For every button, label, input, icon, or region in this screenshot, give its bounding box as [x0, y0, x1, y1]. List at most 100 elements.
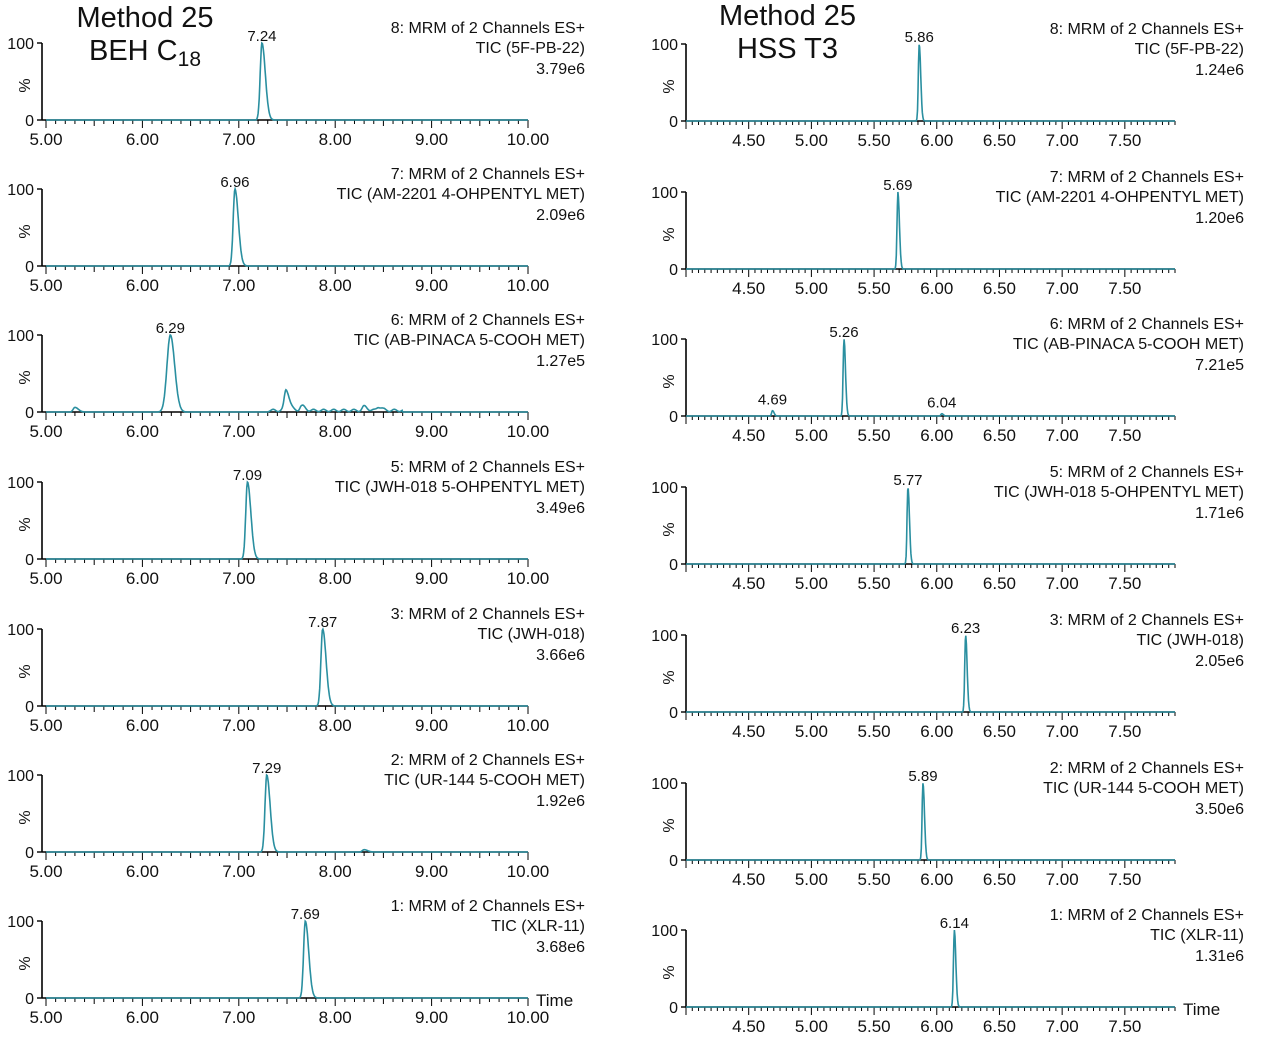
- chromatogram-panel: 100 0% 5.00 6.00 7.00 8.00 9.00 10.00 5: MRM of …: [7, 459, 585, 588]
- peak-retention-label: 6.29: [156, 320, 185, 337]
- y-tick-label: 100: [651, 628, 678, 645]
- chromatogram-panel: 100 0% 4.50 5.00 5.50 6.00 6.50 7.00 7.50 3: MRM …: [651, 612, 1244, 741]
- intensity-label: 3.66e6: [536, 647, 585, 664]
- intensity-label: 1.27e5: [536, 353, 585, 370]
- peak-retention-label: 6.23: [951, 620, 980, 637]
- compound-label: TIC (AM-2201 4-OHPENTYL MET): [996, 189, 1244, 206]
- x-tick-label: 9.00: [415, 130, 448, 149]
- x-tick-label: 10.00: [507, 716, 550, 735]
- x-tick-label: 8.00: [319, 276, 352, 295]
- peak-retention-label: 6.96: [220, 174, 249, 191]
- x-tick-label: 5.00: [795, 1017, 828, 1036]
- y-tick-label: 0: [669, 705, 678, 722]
- x-tick-label: 7.00: [222, 862, 255, 881]
- x-tick-label: 7.00: [222, 130, 255, 149]
- x-tick-label: 7.00: [1046, 131, 1079, 150]
- y-tick-label: 0: [669, 262, 678, 279]
- y-axis-label: %: [17, 664, 34, 678]
- compound-label: TIC (UR-144 5-COOH MET): [384, 772, 585, 789]
- left-title-line1: Method 25: [76, 2, 214, 34]
- x-tick-label: 4.50: [732, 574, 765, 593]
- chromatogram-panel: 100 0% 5.00 6.00 7.00 8.00 9.00 10.00 3: MRM of …: [7, 606, 585, 735]
- x-tick-label: 8.00: [319, 716, 352, 735]
- compound-label: TIC (JWH-018 5-OHPENTYL MET): [994, 484, 1244, 501]
- y-tick-label: 100: [651, 776, 678, 793]
- compound-label: TIC (AM-2201 4-OHPENTYL MET): [337, 186, 585, 203]
- y-axis-label: %: [661, 374, 678, 388]
- x-tick-label: 4.50: [732, 870, 765, 889]
- y-tick-label: 100: [7, 768, 34, 785]
- peak-retention-label: 5.26: [829, 324, 858, 341]
- y-axis-label: %: [17, 956, 34, 970]
- chromatogram-trace: [46, 627, 528, 707]
- x-tick-label: 6.00: [126, 862, 159, 881]
- x-tick-label: 5.00: [29, 1008, 62, 1027]
- x-tick-label: 7.00: [222, 276, 255, 295]
- channel-label: 2: MRM of 2 Channels ES+: [1050, 760, 1244, 777]
- y-tick-label: 0: [25, 699, 34, 716]
- y-axis-label: %: [661, 965, 678, 979]
- x-tick-label: 6.00: [126, 569, 159, 588]
- x-tick-label: 7.50: [1108, 870, 1141, 889]
- chromatogram-panel: 100 0% 4.50 5.00 5.50 6.00 6.50 7.00 7.50 6: MRM …: [651, 316, 1244, 445]
- chart-column-beh: 100 0% 5.00 6.00 7.00 8.00 9.00 10.00 8: MRM of …: [7, 20, 585, 1027]
- compound-label: TIC (XLR-11): [1150, 927, 1244, 944]
- intensity-label: 3.50e6: [1195, 801, 1244, 818]
- channel-label: 5: MRM of 2 Channels ES+: [391, 459, 585, 476]
- compound-label: TIC (XLR-11): [491, 918, 585, 935]
- y-axis-label: %: [17, 78, 34, 92]
- y-tick-label: 0: [669, 557, 678, 574]
- y-axis-label: %: [17, 370, 34, 384]
- intensity-label: 1.71e6: [1195, 505, 1244, 522]
- x-tick-label: 5.50: [858, 131, 891, 150]
- x-tick-label: 9.00: [415, 862, 448, 881]
- x-tick-label: 5.00: [29, 276, 62, 295]
- chromatogram-trace: [686, 930, 1175, 1008]
- y-tick-label: 0: [669, 1000, 678, 1017]
- x-tick-label: 5.50: [858, 1017, 891, 1036]
- x-tick-label: 5.50: [858, 722, 891, 741]
- x-tick-label: 5.00: [795, 870, 828, 889]
- x-tick-label: 6.00: [920, 1017, 953, 1036]
- y-tick-label: 0: [25, 991, 34, 1008]
- x-tick-label: 9.00: [415, 1008, 448, 1027]
- intensity-label: 3.79e6: [536, 61, 585, 78]
- left-title-column: BEH C: [89, 35, 178, 67]
- chromatogram-panel: 100 0% 5.00 6.00 7.00 8.00 9.00 10.00 2: MRM of …: [7, 752, 585, 881]
- x-tick-label: 6.00: [920, 574, 953, 593]
- x-axis-label: Time: [1183, 1000, 1220, 1019]
- chromatogram-trace: [686, 488, 1175, 565]
- peak-retention-label: 4.69: [758, 392, 787, 409]
- y-tick-label: 100: [651, 332, 678, 349]
- x-tick-label: 5.00: [29, 569, 62, 588]
- x-tick-label: 8.00: [319, 422, 352, 441]
- intensity-label: 3.49e6: [536, 500, 585, 517]
- x-axis-label: Time: [536, 991, 573, 1010]
- left-title-subscript: 18: [177, 48, 201, 71]
- channel-label: 1: MRM of 2 Channels ES+: [1050, 907, 1244, 924]
- y-tick-label: 100: [651, 185, 678, 202]
- x-tick-label: 7.00: [1046, 426, 1079, 445]
- peak-retention-label: 7.87: [308, 614, 337, 631]
- x-tick-label: 5.00: [795, 131, 828, 150]
- x-tick-label: 6.00: [126, 716, 159, 735]
- x-tick-label: 6.50: [983, 870, 1016, 889]
- x-tick-label: 6.50: [983, 722, 1016, 741]
- x-tick-label: 7.00: [1046, 1017, 1079, 1036]
- intensity-label: 3.68e6: [536, 939, 585, 956]
- y-tick-label: 100: [7, 622, 34, 639]
- intensity-label: 7.21e5: [1195, 357, 1244, 374]
- x-tick-label: 6.00: [126, 1008, 159, 1027]
- x-tick-label: 5.50: [858, 870, 891, 889]
- x-tick-label: 7.00: [1046, 279, 1079, 298]
- compound-label: TIC (JWH-018 5-OHPENTYL MET): [335, 479, 585, 496]
- x-tick-label: 9.00: [415, 569, 448, 588]
- chromatogram-panel: 100 0% 5.00 6.00 7.00 8.00 9.00 10.00 6: MRM of …: [7, 312, 585, 441]
- peak-retention-label: 6.14: [940, 915, 969, 932]
- channel-label: 6: MRM of 2 Channels ES+: [1050, 316, 1244, 333]
- x-tick-label: 6.00: [126, 130, 159, 149]
- y-tick-label: 100: [651, 37, 678, 54]
- x-tick-label: 4.50: [732, 426, 765, 445]
- chromatogram-trace: [46, 480, 528, 560]
- y-axis-label: %: [17, 810, 34, 824]
